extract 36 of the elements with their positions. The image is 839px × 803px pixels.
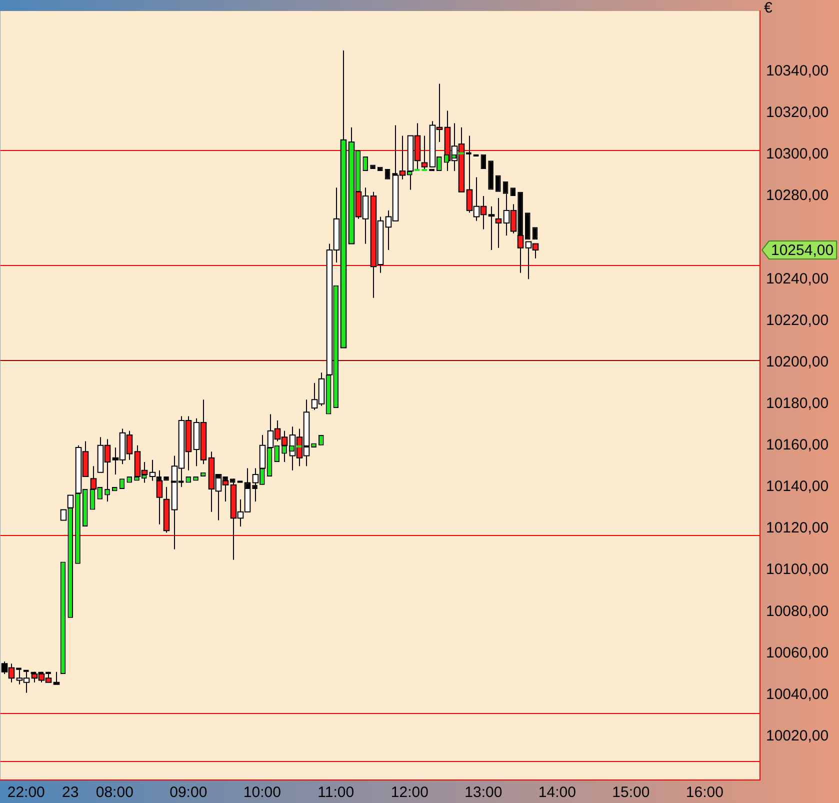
x-tick-label: 12:00 — [390, 784, 428, 802]
bar — [384, 168, 390, 180]
y-tick-label: 10160,00 — [766, 436, 829, 454]
bar — [480, 154, 486, 169]
y-tick-label: 10080,00 — [766, 602, 829, 620]
x-tick-label: 11:00 — [318, 784, 354, 802]
y-tick-label: 10240,00 — [766, 270, 829, 288]
x-tick-label: 15:00 — [612, 784, 650, 802]
y-tick-label: 10320,00 — [766, 104, 829, 121]
y-tick-label: 10020,00 — [766, 727, 829, 744]
text: 10254,00 — [771, 242, 834, 260]
x-tick-label: 13:00 — [464, 784, 502, 802]
x-tick-label: 08:00 — [96, 784, 134, 802]
y-tick-label: 10300,00 — [766, 146, 829, 163]
x-tick-label: 22:00 — [7, 784, 45, 802]
y-tick-label: 10120,00 — [766, 520, 829, 537]
y-tick-label: 10040,00 — [766, 686, 829, 703]
bar — [422, 168, 428, 172]
bar — [414, 168, 420, 172]
x-tick-label: 14:00 — [538, 784, 576, 802]
y-tick-label: 10180,00 — [766, 394, 829, 412]
y-tick-label: 10200,00 — [766, 353, 829, 370]
y-tick-label: 10280,00 — [766, 187, 829, 204]
y-tick-label: 10100,00 — [766, 561, 829, 578]
y-axis-title: € — [764, 0, 773, 17]
bar — [488, 160, 494, 190]
y-tick-label: 10340,00 — [766, 62, 829, 80]
bar — [532, 227, 538, 240]
x-tick-label: 10:00 — [243, 784, 281, 802]
y-tick-label: 10140,00 — [766, 478, 829, 496]
y-tick-label: 10220,00 — [766, 312, 829, 329]
x-tick-label: 16:00 — [686, 784, 724, 802]
x-tick-label: 09:00 — [170, 784, 208, 802]
x-tick-label: 23 — [62, 784, 79, 802]
y-tick-label: 10060,00 — [766, 644, 829, 662]
bar — [496, 175, 501, 192]
